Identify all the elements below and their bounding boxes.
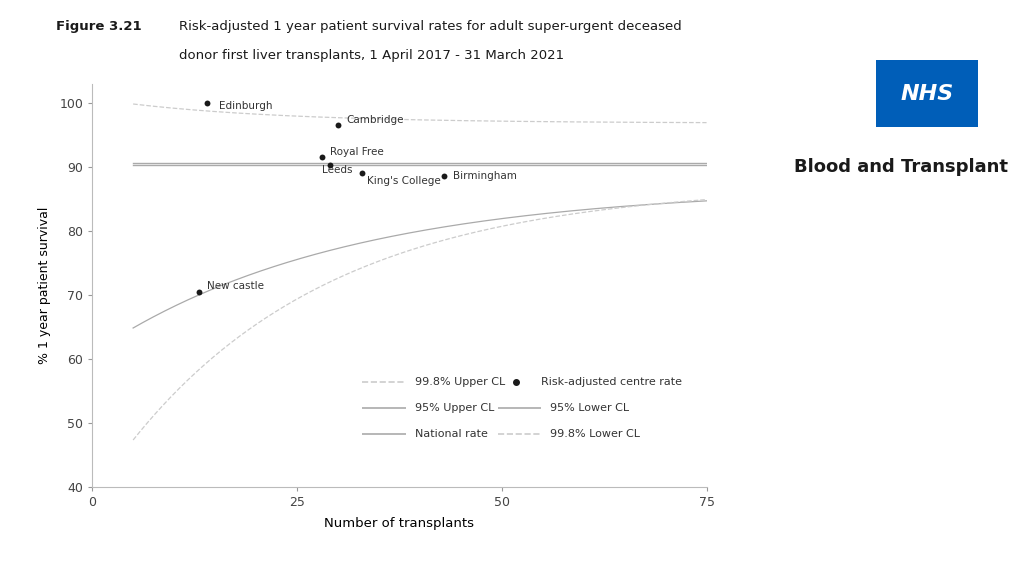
Text: Source: Annual Report on Liver Transplantation 2021/22, NHS Blood and Transplant: Source: Annual Report on Liver Transplan… <box>177 535 847 551</box>
Point <box>330 120 346 130</box>
Point <box>199 98 215 107</box>
Text: New castle: New castle <box>207 282 264 291</box>
X-axis label: Number of transplants: Number of transplants <box>325 517 474 530</box>
Text: Risk-adjusted centre rate: Risk-adjusted centre rate <box>541 377 682 387</box>
Text: NHS: NHS <box>900 84 953 104</box>
Y-axis label: % 1 year patient survival: % 1 year patient survival <box>38 206 51 364</box>
Point <box>436 172 453 181</box>
Text: donor first liver transplants, 1 April 2017 - 31 March 2021: donor first liver transplants, 1 April 2… <box>179 49 564 62</box>
Point <box>354 169 371 178</box>
Text: Royal Free: Royal Free <box>330 147 383 157</box>
Point <box>313 153 330 162</box>
Text: Leeds: Leeds <box>322 165 352 175</box>
Text: Birmingham: Birmingham <box>453 171 516 181</box>
Text: King's College: King's College <box>367 176 440 186</box>
Text: Edinburgh: Edinburgh <box>219 101 272 111</box>
Point <box>190 287 207 296</box>
Text: 95% Lower CL: 95% Lower CL <box>550 403 629 413</box>
Text: Blood and Transplant: Blood and Transplant <box>795 158 1008 176</box>
Text: 99.8% Upper CL: 99.8% Upper CL <box>415 377 505 387</box>
Text: Risk-adjusted 1 year patient survival rates for adult super-urgent deceased: Risk-adjusted 1 year patient survival ra… <box>179 20 682 33</box>
Text: Figure 3.21: Figure 3.21 <box>56 20 142 33</box>
Text: National rate: National rate <box>415 429 487 439</box>
Text: 99.8% Lower CL: 99.8% Lower CL <box>550 429 640 439</box>
Text: Cambridge: Cambridge <box>346 115 403 125</box>
Text: 95% Upper CL: 95% Upper CL <box>415 403 495 413</box>
Point <box>322 160 338 169</box>
